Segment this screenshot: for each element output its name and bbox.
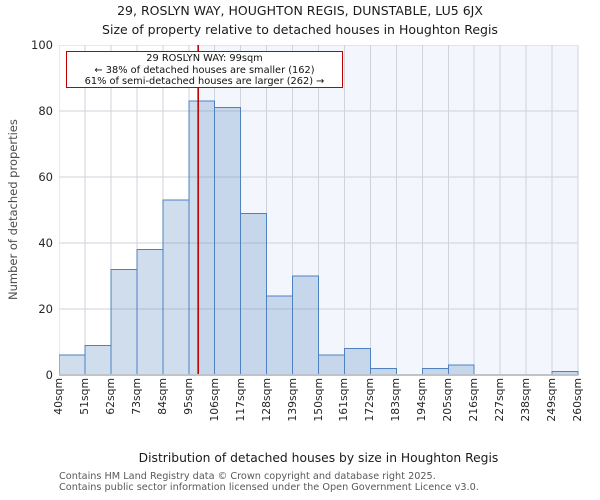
x-tick-label-249sqm: 249sqm xyxy=(545,378,559,422)
histogram-bar-40sqm xyxy=(59,354,86,376)
shaded-region-larger xyxy=(198,45,578,375)
x-tick-label-84sqm: 84sqm xyxy=(155,378,169,415)
annotation-line-2: ← 38% of detached houses are smaller (16… xyxy=(94,64,315,76)
histogram-bar-62sqm xyxy=(110,268,138,376)
chart-title: 29, ROSLYN WAY, HOUGHTON REGIS, DUNSTABL… xyxy=(117,3,483,18)
histogram-bar-128sqm xyxy=(266,295,294,376)
histogram-bar-51sqm xyxy=(84,344,112,376)
x-tick-label-95sqm: 95sqm xyxy=(181,378,195,415)
x-tick-label-216sqm: 216sqm xyxy=(467,378,481,422)
x-tick-label-150sqm: 150sqm xyxy=(311,378,325,422)
x-tick-label-106sqm: 106sqm xyxy=(207,378,221,422)
x-tick-label-40sqm: 40sqm xyxy=(52,378,65,415)
annotation-line-3: 61% of semi-detached houses are larger (… xyxy=(84,76,325,87)
x-axis-title: Distribution of detached houses by size … xyxy=(138,451,499,465)
histogram-bar-95sqm xyxy=(188,100,216,376)
histogram-bar-106sqm xyxy=(214,107,242,376)
y-tick-label-0: 0 xyxy=(45,368,53,382)
y-tick-label-60: 60 xyxy=(38,170,53,184)
histogram-bar-73sqm xyxy=(136,249,164,376)
x-tick-label-260sqm: 260sqm xyxy=(571,378,584,422)
x-tick-label-62sqm: 62sqm xyxy=(103,378,117,415)
y-tick-label-80: 80 xyxy=(38,104,53,118)
footer-attribution-line-1: Contains HM Land Registry data © Crown c… xyxy=(59,471,436,482)
chart-subtitle: Size of property relative to detached ho… xyxy=(102,22,498,37)
annotation-line-1: 29 ROSLYN WAY: 99sqm xyxy=(146,53,263,64)
y-axis-title: Number of detached properties xyxy=(6,119,20,301)
x-tick-label-128sqm: 128sqm xyxy=(259,378,273,422)
x-tick-label-139sqm: 139sqm xyxy=(285,378,299,422)
y-tick-label-40: 40 xyxy=(38,236,53,250)
x-tick-label-73sqm: 73sqm xyxy=(129,378,143,415)
x-tick-label-51sqm: 51sqm xyxy=(77,378,91,415)
histogram-bar-117sqm xyxy=(240,212,268,376)
x-tick-label-227sqm: 227sqm xyxy=(493,378,507,422)
histogram-bar-139sqm xyxy=(292,275,320,376)
x-tick-label-117sqm: 117sqm xyxy=(233,378,247,422)
x-tick-label-238sqm: 238sqm xyxy=(519,378,533,422)
annotation-box: 29 ROSLYN WAY: 99sqm ← 38% of detached h… xyxy=(66,51,343,88)
y-tick-label-20: 20 xyxy=(38,302,53,316)
histogram-bar-84sqm xyxy=(162,199,190,376)
footer-attribution-line-2: Contains public sector information licen… xyxy=(59,482,479,493)
x-tick-label-172sqm: 172sqm xyxy=(363,378,377,422)
histogram-bar-161sqm xyxy=(343,348,371,376)
histogram-bar-205sqm xyxy=(447,364,475,376)
x-tick-label-205sqm: 205sqm xyxy=(441,378,455,422)
histogram-bar-150sqm xyxy=(318,354,345,376)
x-tick-label-161sqm: 161sqm xyxy=(337,378,351,422)
x-tick-label-183sqm: 183sqm xyxy=(389,378,403,422)
y-tick-label-100: 100 xyxy=(31,38,53,52)
histogram-plot xyxy=(59,45,579,376)
x-tick-label-194sqm: 194sqm xyxy=(415,378,429,422)
